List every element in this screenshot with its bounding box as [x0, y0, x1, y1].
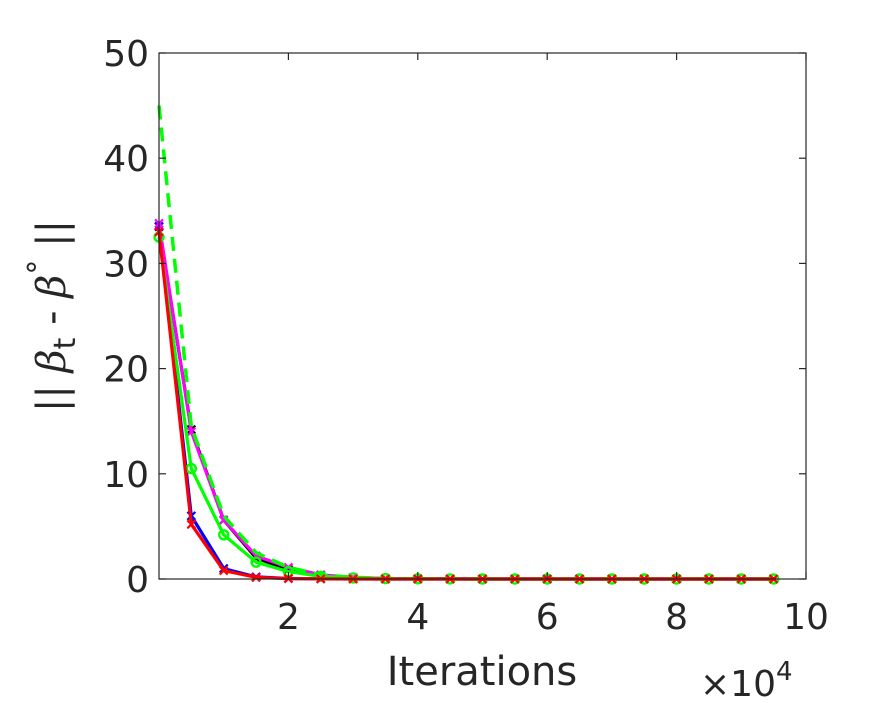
- x-axis-multiplier: ×104: [700, 657, 793, 703]
- x-tick-label: 2: [277, 597, 300, 638]
- series-marker-4: [250, 556, 262, 568]
- y-tick-label: 20: [103, 350, 149, 391]
- y-label-subscript-t: t: [48, 337, 83, 349]
- series-marker-4: [217, 529, 230, 541]
- series-line-4: [157, 236, 774, 581]
- y-label-degree: °: [22, 260, 57, 275]
- x-multiplier-exponent: 4: [776, 657, 793, 687]
- series-line-5: [157, 231, 774, 581]
- series-marker-5: [186, 519, 197, 530]
- y-label-bars-left: ||: [29, 385, 75, 412]
- y-label-bars-right: ||: [29, 220, 75, 247]
- plot-frame: [158, 52, 807, 580]
- x-tick-label: 6: [536, 597, 559, 638]
- x-tick-label: 4: [406, 597, 429, 638]
- series-line-3: [157, 105, 774, 581]
- y-label-beta: β: [29, 349, 75, 374]
- x-tick-label: 10: [783, 597, 829, 638]
- series-marker-5: [251, 572, 261, 583]
- series-marker-4: [185, 462, 198, 475]
- y-axis-label: || βt - β° ||: [22, 220, 83, 412]
- y-tick-label: 50: [103, 34, 149, 75]
- series-marker-5: [218, 565, 229, 576]
- x-multiplier-base: ×10: [700, 664, 776, 703]
- x-axis-label: Iterations: [387, 649, 578, 695]
- y-tick-label: 0: [126, 560, 149, 601]
- y-tick-label: 10: [103, 455, 149, 496]
- series-line-1: [157, 226, 774, 581]
- y-tick-label: 30: [103, 244, 149, 285]
- series-layer: [153, 105, 780, 585]
- series-marker-4: [315, 570, 327, 583]
- y-label-beta-2: β: [29, 275, 75, 300]
- series-line-2: [157, 223, 774, 581]
- series-line-0: [157, 226, 774, 581]
- x-tick-label: 8: [665, 597, 688, 638]
- y-label-minus: -: [29, 298, 75, 338]
- tick-layer: 2 4 6 8 10 0 10 20 30 40 50: [103, 34, 829, 638]
- y-tick-label: 40: [103, 139, 149, 180]
